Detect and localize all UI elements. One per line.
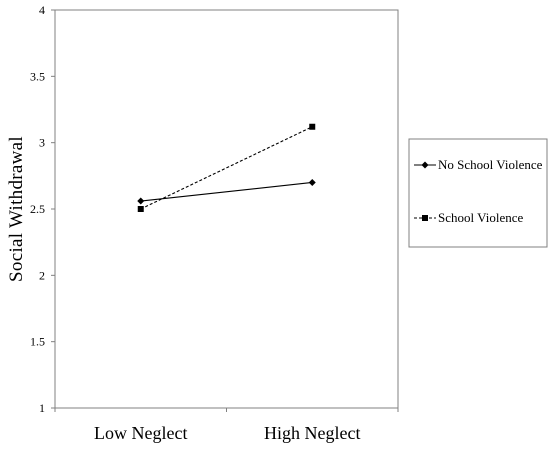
data-point	[308, 178, 316, 186]
series-layer	[137, 123, 316, 212]
data-point	[309, 123, 316, 130]
legend-swatch-marker	[421, 161, 429, 169]
y-tick-label: 3.5	[30, 69, 45, 83]
data-point	[137, 197, 145, 205]
legend-swatch-marker	[422, 215, 428, 221]
series-school-violence	[137, 123, 316, 212]
legend: No School Violence School Violence	[408, 138, 548, 248]
legend-item: School Violence	[414, 210, 523, 225]
y-tick-label: 2.5	[30, 202, 45, 216]
x-axis: Low Neglect High Neglect	[54, 408, 399, 443]
legend-box	[408, 138, 548, 248]
plot-area	[54, 9, 399, 409]
y-tick-label: 1.5	[30, 335, 45, 349]
series-line	[140, 181, 313, 202]
series-no-school-violence	[137, 178, 316, 205]
legend-label: School Violence	[438, 210, 523, 225]
x-tick-label: High Neglect	[264, 423, 360, 443]
legend-label: No School Violence	[438, 157, 543, 172]
y-axis-label: Social Withdrawal	[6, 136, 27, 282]
y-tick-label: 1	[39, 401, 45, 415]
y-axis: 1 1.5 2 2.5 3 3.5 4	[30, 3, 55, 415]
data-point	[137, 206, 144, 212]
x-tick-label: Low Neglect	[94, 423, 187, 443]
legend-item: No School Violence	[414, 157, 543, 172]
y-tick-label: 2	[39, 268, 45, 282]
y-tick-label: 3	[39, 136, 45, 150]
y-tick-label: 4	[39, 3, 45, 17]
series-line	[140, 126, 313, 210]
